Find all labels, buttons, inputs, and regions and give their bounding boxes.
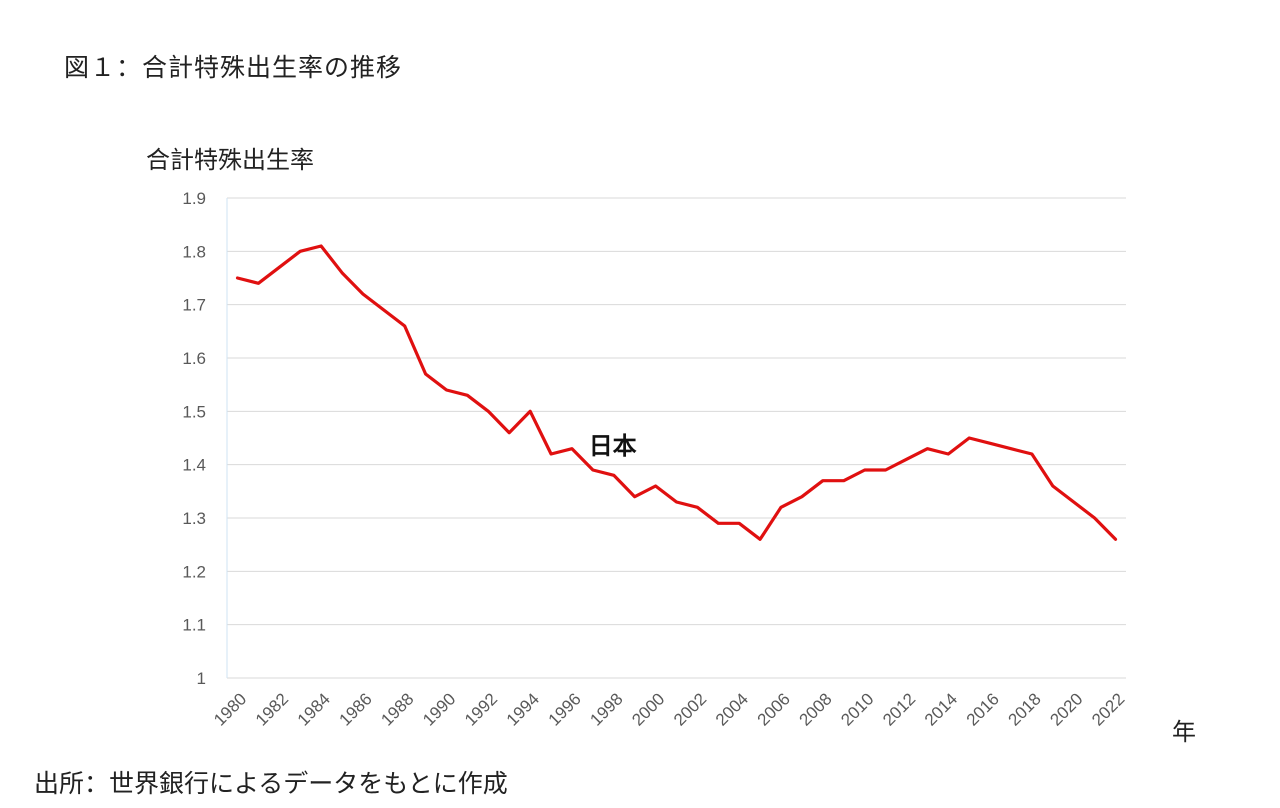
x-tick-label: 2002 — [670, 689, 710, 729]
y-tick-label: 1.9 — [182, 189, 206, 208]
x-tick-label: 1984 — [294, 689, 334, 729]
x-tick-label: 2022 — [1088, 689, 1128, 729]
x-tick-label: 1996 — [545, 689, 585, 729]
x-tick-labels: 1980 1982 1984 1986 1988 1990 1992 1994 1996 1998… — [210, 689, 1128, 729]
series-label: 日本 — [589, 432, 637, 460]
y-tick-label: 1.5 — [182, 402, 206, 421]
x-tick-label: 2004 — [712, 689, 752, 729]
x-tick-label: 2006 — [754, 689, 794, 729]
series-line — [235, 244, 1118, 541]
x-tick-label: 2010 — [837, 689, 877, 729]
y-tick-label: 1.4 — [182, 456, 206, 475]
x-tick-label: 1992 — [461, 689, 501, 729]
y-tick-label: 1.7 — [182, 296, 206, 315]
y-tick-label: 1.1 — [182, 616, 206, 635]
figure-title: 図１：合計特殊出生率の推移 — [64, 53, 403, 82]
x-tick-label: 1980 — [210, 689, 250, 729]
x-tick-label: 1994 — [503, 689, 543, 729]
x-tick-label: 2012 — [879, 689, 919, 729]
x-tick-label: 2016 — [963, 689, 1003, 729]
gridlines — [226, 197, 1126, 679]
y-tick-label: 1.2 — [182, 562, 206, 581]
y-tick-label: 1.8 — [182, 242, 206, 261]
x-tick-label: 2018 — [1005, 689, 1045, 729]
series-group: 日本 — [235, 244, 1118, 541]
y-tick-label: 1 — [197, 669, 206, 688]
x-tick-label: 2014 — [921, 689, 961, 729]
x-tick-label: 1998 — [586, 689, 626, 729]
y-axis-title: 合計特殊出生率 — [146, 146, 314, 174]
source-note: 出所：世界銀行によるデータをもとに作成 — [34, 769, 508, 798]
y-tick-label: 1.6 — [182, 349, 206, 368]
x-tick-label: 1988 — [377, 689, 417, 729]
x-tick-label: 2020 — [1046, 689, 1086, 729]
x-tick-label: 2008 — [795, 689, 835, 729]
y-tick-labels: 1 1.1 1.2 1.3 1.4 1.5 1.6 1.7 1.8 1.9 — [182, 189, 206, 688]
x-tick-label: 1982 — [252, 689, 292, 729]
x-tick-label: 1990 — [419, 689, 459, 729]
x-axis-title: 年 — [1172, 718, 1196, 746]
x-tick-label: 2000 — [628, 689, 668, 729]
x-tick-label: 1986 — [336, 689, 376, 729]
y-tick-label: 1.3 — [182, 509, 206, 528]
